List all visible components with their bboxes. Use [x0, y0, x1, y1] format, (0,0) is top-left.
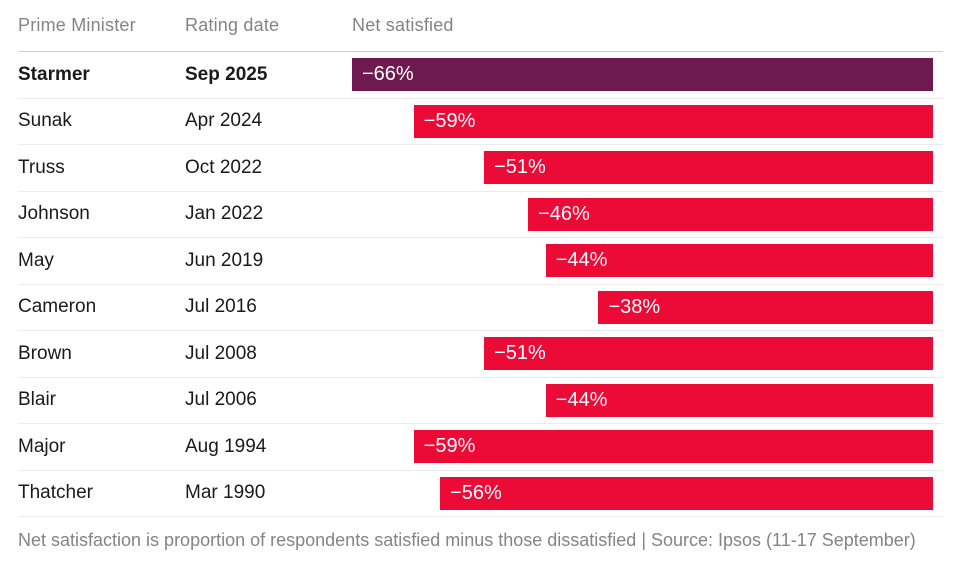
table-row: Cameron Jul 2016 −38% — [18, 285, 943, 331]
net-satisfaction-chart: Prime Minister Rating date Net satisfied… — [18, 0, 943, 550]
bar-value-label: −44% — [555, 249, 608, 272]
column-header-rating-date: Rating date — [185, 15, 280, 35]
bar-track: −51% — [352, 151, 933, 185]
bar-value-label: −51% — [494, 342, 546, 365]
rating-date: Jun 2019 — [185, 249, 264, 271]
net-satisfied-bar: −51% — [484, 337, 933, 371]
net-satisfied-bar: −59% — [413, 430, 933, 464]
bar-track: −38% — [352, 290, 933, 324]
rating-date: Jul 2008 — [185, 342, 257, 364]
bar-track: −59% — [352, 104, 933, 138]
table-row: Truss Oct 2022 −51% — [18, 145, 943, 192]
pm-name: Johnson — [18, 203, 90, 225]
table-row: Thatcher Mar 1990 −56% — [18, 471, 943, 517]
pm-name: Truss — [18, 156, 65, 178]
rating-date: Apr 2024 — [185, 110, 263, 132]
table-row: Sunak Apr 2024 −59% — [18, 99, 943, 145]
table-row: Major Aug 1994 −59% — [18, 424, 943, 471]
net-satisfied-bar: −44% — [545, 383, 933, 417]
rating-date: Aug 1994 — [185, 435, 267, 457]
pm-name: Thatcher — [18, 482, 93, 504]
pm-name: May — [18, 249, 54, 271]
bar-value-label: −46% — [538, 202, 590, 225]
bar-value-label: −56% — [450, 481, 502, 504]
pm-name: Brown — [18, 342, 72, 364]
footnote-source: Net satisfaction is proportion of respon… — [18, 530, 916, 550]
bar-value-label: −38% — [608, 295, 661, 318]
net-satisfied-bar: −38% — [598, 290, 933, 324]
rating-date: Mar 1990 — [185, 482, 266, 504]
bar-value-label: −44% — [555, 388, 608, 411]
rating-date: Sep 2025 — [185, 63, 268, 85]
bar-value-label: −51% — [494, 156, 546, 179]
net-satisfied-bar: −51% — [484, 151, 933, 185]
table-row: May Jun 2019 −44% — [18, 238, 943, 285]
net-satisfied-bar: −56% — [440, 476, 933, 510]
bar-track: −56% — [352, 476, 933, 510]
table-row: Johnson Jan 2022 −46% — [18, 192, 943, 238]
rating-date: Jan 2022 — [185, 203, 264, 225]
pm-name: Cameron — [18, 296, 97, 318]
pm-name: Blair — [18, 389, 57, 411]
column-header-net-satisfied: Net satisfied — [352, 15, 454, 35]
table-row: Starmer Sep 2025 −66% — [18, 52, 943, 99]
table-row: Brown Jul 2008 −51% — [18, 331, 943, 378]
bar-value-label: −59% — [423, 435, 476, 458]
table-header: Prime Minister Rating date Net satisfied — [18, 0, 943, 52]
rating-date: Jul 2016 — [185, 296, 257, 318]
pm-name: Sunak — [18, 110, 72, 132]
table-row: Blair Jul 2006 −44% — [18, 378, 943, 424]
net-satisfied-bar: −46% — [528, 197, 933, 231]
bar-track: −66% — [352, 58, 933, 92]
net-satisfied-bar: −44% — [545, 244, 933, 278]
bar-value-label: −59% — [423, 109, 476, 132]
net-satisfied-bar: −59% — [413, 104, 933, 138]
net-satisfied-bar: −66% — [352, 58, 933, 92]
rating-date: Oct 2022 — [185, 156, 263, 178]
bar-track: −44% — [352, 383, 933, 417]
bar-value-label: −66% — [362, 63, 414, 86]
bar-track: −46% — [352, 197, 933, 231]
table-body: Starmer Sep 2025 −66% Sunak Apr 2024 −59… — [18, 52, 943, 517]
pm-name: Major — [18, 435, 66, 457]
bar-track: −51% — [352, 337, 933, 371]
column-header-prime-minister: Prime Minister — [18, 15, 136, 35]
bar-track: −44% — [352, 244, 933, 278]
bar-track: −59% — [352, 430, 933, 464]
rating-date: Jul 2006 — [185, 389, 257, 411]
pm-name: Starmer — [18, 63, 90, 85]
